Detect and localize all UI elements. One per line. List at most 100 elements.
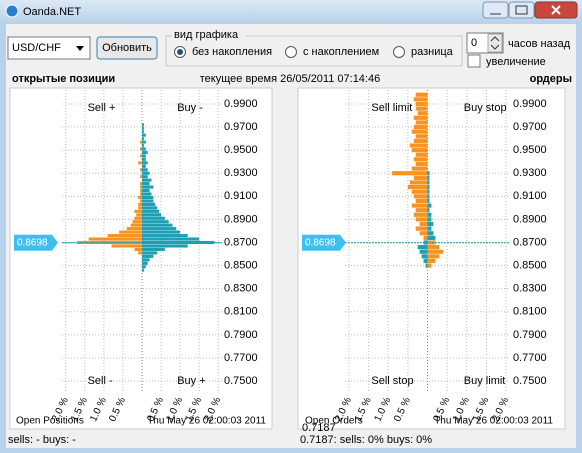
histogram-bar xyxy=(140,154,142,158)
symbol-dropdown[interactable] xyxy=(7,36,91,60)
positions-panel xyxy=(9,87,273,430)
histogram-bar xyxy=(142,258,150,262)
histogram-bar xyxy=(142,261,148,265)
histogram-bar xyxy=(142,143,144,148)
histogram-bar xyxy=(142,254,154,258)
hours-value: 0 xyxy=(471,37,477,49)
histogram-bar xyxy=(415,101,428,107)
histogram-bar xyxy=(413,138,428,143)
histogram-bar xyxy=(130,223,142,227)
histogram-bar xyxy=(142,220,169,224)
histogram-bar xyxy=(142,175,148,179)
histogram-bar xyxy=(142,206,158,210)
symbol-value: USD/CHF xyxy=(12,42,61,54)
mode-option: с накоплением xyxy=(303,46,379,58)
histogram-bar xyxy=(413,97,428,102)
histogram-bar xyxy=(411,148,428,153)
histogram-bar xyxy=(140,185,142,189)
histogram-bar xyxy=(142,168,148,172)
histogram-bar xyxy=(142,209,160,213)
histogram-bar xyxy=(423,258,428,264)
y-tick-label: 0.9500 xyxy=(224,144,258,156)
histogram-bar xyxy=(413,124,428,130)
histogram-bar xyxy=(136,213,142,217)
y-tick-label: 0.9300 xyxy=(513,167,547,179)
histogram-bar xyxy=(427,226,432,231)
histogram-bar xyxy=(427,258,436,264)
quadrant-label: Buy - xyxy=(177,102,203,114)
mode-radio[interactable] xyxy=(285,46,297,58)
hours-label: часов назад xyxy=(508,38,571,50)
histogram-bar xyxy=(126,227,142,231)
y-tick-label: 0.8500 xyxy=(224,259,258,271)
minimize-button[interactable] xyxy=(482,1,509,19)
mode-radio-dot xyxy=(177,49,183,55)
histogram-bar xyxy=(142,147,146,151)
y-tick-label: 0.7900 xyxy=(513,329,547,341)
histogram-bar xyxy=(427,217,432,222)
y-tick-label: 0.7700 xyxy=(224,352,258,364)
histogram-bar xyxy=(427,249,444,254)
status-left: sells: - buys: - xyxy=(8,434,76,446)
histogram-bar xyxy=(413,194,428,199)
histogram-bar xyxy=(107,234,142,238)
footer-right: Thu May 26 02:00:03 2011 xyxy=(147,416,266,427)
histogram-bar xyxy=(142,154,146,158)
histogram-bar xyxy=(427,235,436,240)
y-tick-label: 0.8500 xyxy=(513,259,547,271)
y-tick-label: 0.8100 xyxy=(513,306,547,318)
histogram-bar xyxy=(142,195,154,200)
histogram-bar xyxy=(392,171,428,176)
histogram-bar xyxy=(88,237,142,241)
histogram-bar xyxy=(142,230,181,234)
histogram-bar xyxy=(111,244,142,248)
histogram-bar xyxy=(415,120,428,125)
histogram-bar xyxy=(142,182,150,186)
histogram-bar xyxy=(427,263,432,268)
histogram-bar xyxy=(427,240,436,245)
mode-group-title: вид графика xyxy=(174,29,239,41)
y-tick-label: 0.9500 xyxy=(513,144,547,156)
status-right: 0.7187: sells: 0% buys: 0% xyxy=(300,434,432,446)
histogram-bar xyxy=(411,189,428,194)
histogram-bar xyxy=(411,203,428,208)
histogram-bar xyxy=(142,247,165,251)
histogram-bar xyxy=(142,140,146,144)
histogram-bar xyxy=(415,92,428,97)
histogram-bar xyxy=(427,180,430,185)
mode-radio[interactable] xyxy=(393,46,405,58)
histogram-bar xyxy=(140,147,142,151)
price-label: 0.8698 xyxy=(305,237,336,248)
histogram-bar xyxy=(140,182,142,186)
histogram-bar xyxy=(142,227,177,231)
y-tick-label: 0.7500 xyxy=(224,375,258,387)
histogram-bar xyxy=(409,143,428,148)
y-tick-label: 0.8700 xyxy=(513,236,547,248)
histogram-bar xyxy=(425,263,428,268)
y-tick-label: 0.8100 xyxy=(224,306,258,318)
histogram-bar xyxy=(140,188,142,193)
histogram-bar xyxy=(142,234,188,238)
maximize-button[interactable] xyxy=(508,1,535,19)
histogram-bar xyxy=(419,221,428,227)
histogram-bar xyxy=(409,180,428,185)
histogram-bar xyxy=(427,221,434,227)
histogram-bar xyxy=(140,199,142,203)
histogram-bar xyxy=(415,161,428,167)
positions-heading: открытые позиции xyxy=(12,73,115,85)
histogram-bar xyxy=(407,185,428,190)
histogram-bar xyxy=(142,223,173,227)
histogram-bar xyxy=(427,208,430,213)
y-tick-label: 0.9900 xyxy=(513,98,547,110)
y-tick-label: 0.9100 xyxy=(224,190,258,202)
histogram-bar xyxy=(427,189,430,194)
price-marker xyxy=(14,234,58,251)
histogram-bar xyxy=(142,251,158,255)
refresh-button[interactable] xyxy=(96,36,158,60)
quadrant-label: Buy + xyxy=(177,375,205,387)
quadrant-label: Sell stop xyxy=(371,375,413,387)
histogram-bar xyxy=(421,254,428,259)
zoom-checkbox[interactable] xyxy=(467,54,481,68)
footer-left: Open Positions xyxy=(16,416,84,427)
